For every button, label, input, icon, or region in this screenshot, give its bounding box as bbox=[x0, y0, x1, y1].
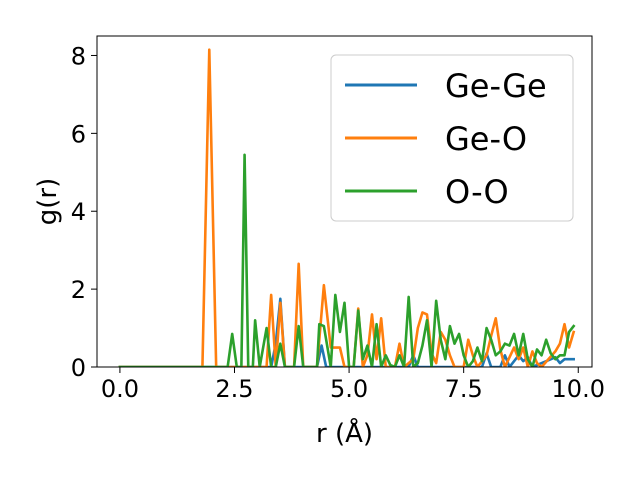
series-line-o-o bbox=[118, 153, 576, 367]
legend-box bbox=[330, 54, 574, 222]
legend: Ge-Ge Ge-O O-O bbox=[330, 54, 574, 222]
x-axis: 0.0 2.5 5.0 7.5 10.0 bbox=[101, 367, 605, 403]
series-line-ge-o bbox=[118, 48, 576, 367]
plot-frame bbox=[96, 35, 593, 368]
legend-label-o-o: O-O bbox=[445, 173, 509, 211]
y-tick-label: 2 bbox=[71, 276, 86, 304]
y-tick-label: 0 bbox=[71, 354, 86, 382]
x-tick-label: 10.0 bbox=[552, 375, 605, 403]
y-axis: 0 2 4 6 8 bbox=[71, 42, 97, 382]
y-tick-label: 6 bbox=[71, 120, 86, 148]
y-axis-label: g(r) bbox=[33, 178, 63, 225]
x-axis-label: r (Å) bbox=[316, 417, 373, 449]
x-tick-label: 2.5 bbox=[215, 375, 253, 403]
x-tick-label: 0.0 bbox=[101, 375, 139, 403]
y-tick-label: 8 bbox=[71, 42, 86, 70]
series-line-ge-ge bbox=[118, 297, 575, 367]
x-tick-label: 5.0 bbox=[330, 375, 368, 403]
series-layer bbox=[118, 48, 576, 367]
y-tick-label: 4 bbox=[71, 198, 86, 226]
legend-label-ge-o: Ge-O bbox=[445, 120, 527, 158]
legend-label-ge-ge: Ge-Ge bbox=[445, 67, 547, 105]
x-tick-label: 7.5 bbox=[445, 375, 483, 403]
